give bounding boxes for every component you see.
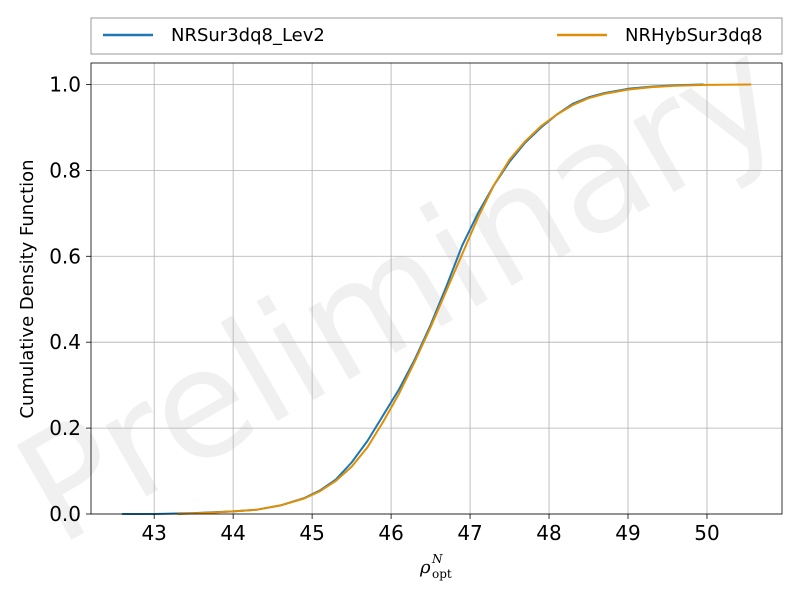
y-tick-label: 0.2	[49, 416, 81, 440]
watermark-text: Preliminary	[0, 4, 800, 578]
legend-label-nrhybsur3dq8: NRHybSur3dq8	[625, 25, 763, 46]
legend: NRSur3dq8_Lev2 NRHybSur3dq8	[90, 17, 783, 55]
x-axis-label-sup: N	[431, 552, 443, 566]
legend-box	[90, 17, 783, 55]
series-layer	[121, 83, 752, 515]
series-line-nrhybsur3dq8	[176, 83, 752, 515]
x-tick-label: 48	[536, 521, 561, 545]
x-tick-label: 49	[615, 521, 640, 545]
x-tick-label: 50	[694, 521, 719, 545]
y-tick-label: 1.0	[49, 72, 81, 96]
y-tick-label: 0.0	[49, 502, 81, 526]
grid-lines	[91, 63, 782, 515]
legend-label-nrsur3dq8-lev2: NRSur3dq8_Lev2	[171, 25, 325, 46]
x-tick-label: 46	[378, 521, 403, 545]
x-tick-label: 44	[220, 521, 245, 545]
x-tick-label: 43	[141, 521, 166, 545]
axis-ticks: 43 44 45 46 47 48 49 50 0.0 0.2 0.4 0.6 0.8 1.0	[49, 72, 720, 545]
x-tick-label: 47	[457, 521, 482, 545]
y-tick-label: 0.4	[49, 330, 81, 354]
plot-frame	[90, 62, 783, 515]
x-axis-label: ρ N opt	[419, 552, 452, 581]
y-axis-label: Cumulative Density Function	[17, 159, 38, 418]
x-axis-label-main: ρ	[419, 557, 431, 578]
y-tick-label: 0.8	[49, 158, 81, 182]
x-axis-label-sub: opt	[432, 567, 452, 581]
y-tick-label: 0.6	[49, 244, 81, 268]
x-tick-label: 45	[299, 521, 324, 545]
